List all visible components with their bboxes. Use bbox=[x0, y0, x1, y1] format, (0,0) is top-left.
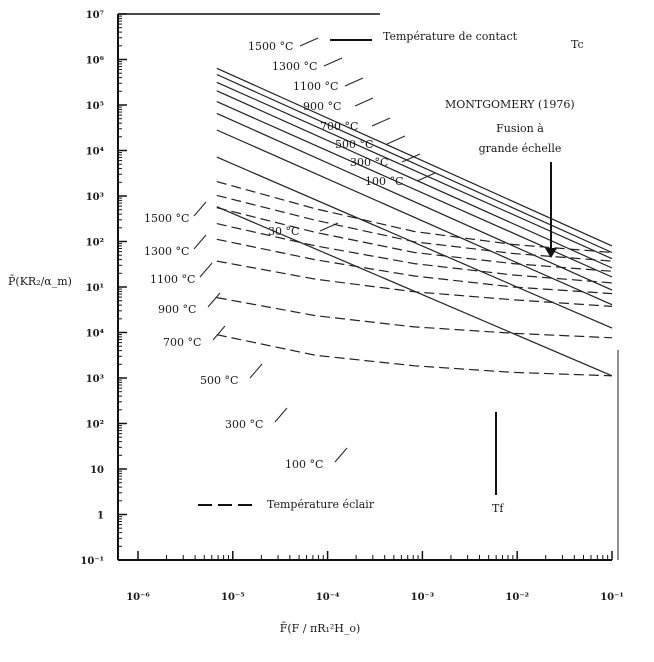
y-tick-label: 10⁴ bbox=[86, 329, 105, 340]
flash-label-leader bbox=[334, 447, 348, 463]
contact-curve-label: 500 °C bbox=[335, 138, 373, 151]
contact-curve bbox=[216, 90, 613, 269]
contact-curve-label: 100 °C bbox=[365, 175, 403, 188]
x-tick-label: 10⁻⁵ bbox=[221, 592, 245, 603]
y-tick-label: 10⁶ bbox=[86, 56, 105, 67]
contact-label-leader bbox=[386, 135, 406, 145]
contact-curve-label: 700 °C bbox=[320, 120, 358, 133]
y-tick-label: 10¹ bbox=[86, 283, 104, 294]
flash-label-leader bbox=[207, 292, 221, 308]
series-group bbox=[216, 67, 613, 377]
flash-curve-label: 900 °C bbox=[158, 303, 196, 316]
flash-label-leader bbox=[249, 363, 263, 379]
contact-label-leader bbox=[323, 57, 343, 67]
contact-label-leader bbox=[299, 37, 319, 47]
contact-curve-label: 300 °C bbox=[350, 156, 388, 169]
y-tick-label: 10⁷ bbox=[86, 10, 104, 21]
contact-label-leader bbox=[319, 222, 339, 232]
contact-label-leader bbox=[416, 172, 436, 182]
legend-flash-label: Température éclair bbox=[267, 498, 375, 511]
flash-curve-label: 500 °C bbox=[200, 374, 238, 387]
contact-label-leader bbox=[401, 153, 421, 163]
y-tick-label: 10⁵ bbox=[86, 101, 104, 112]
contact-curve-label: 1100 °C bbox=[293, 80, 338, 93]
x-tick-label: 10⁻¹ bbox=[600, 592, 624, 603]
contact-curve-label: 900 °C bbox=[303, 100, 341, 113]
x-tick-label: 10⁻⁶ bbox=[126, 592, 150, 603]
ticks-group: 10⁷ 10⁶ 10⁵ 10⁴ 10³ 10² 10¹ 10⁴ 10³ 10² 10 1 10⁻¹ 10⁻… bbox=[8, 10, 624, 635]
flash-curve bbox=[216, 297, 613, 339]
y-tick-label: 10² bbox=[86, 420, 104, 431]
contact-curve-label: 1500 °C bbox=[248, 40, 293, 53]
flash-curve-label: 1300 °C bbox=[144, 245, 189, 258]
flash-curve-label: 100 °C bbox=[285, 458, 323, 471]
contact-curve-label: 30 °C bbox=[268, 225, 299, 238]
y-tick-label: 10 bbox=[90, 465, 104, 476]
flash-curve bbox=[216, 194, 613, 262]
contact-label-leader bbox=[371, 117, 391, 127]
x-tick-label: 10⁻⁴ bbox=[316, 592, 340, 603]
y-tick-label: 1 bbox=[97, 511, 104, 522]
flash-curve-label: 1500 °C bbox=[144, 212, 189, 225]
y-tick-label: 10⁻¹ bbox=[80, 556, 104, 567]
flash-curve bbox=[216, 334, 613, 377]
flash-label-leader bbox=[199, 262, 213, 278]
x-tick-label: 10⁻³ bbox=[411, 592, 435, 603]
tc-marker: Tc bbox=[571, 38, 584, 51]
flash-curve bbox=[216, 238, 613, 295]
contact-curve bbox=[216, 73, 613, 254]
contact-curve bbox=[216, 129, 613, 306]
source-annotation: MONTGOMERY (1976) bbox=[445, 98, 575, 111]
annotations-group: Température de contact Tc Température écla… bbox=[198, 30, 584, 515]
contact-curve bbox=[216, 112, 613, 291]
flash-curve bbox=[216, 223, 613, 284]
flash-label-leader bbox=[274, 407, 288, 423]
contact-curve bbox=[216, 81, 613, 260]
flash-label-leader bbox=[193, 201, 207, 217]
region-annotation-line1: Fusion à bbox=[496, 122, 544, 135]
plot-frame-group bbox=[117, 13, 619, 561]
y-tick-label: 10² bbox=[86, 238, 104, 249]
flash-curve bbox=[216, 207, 613, 272]
legend-contact-label: Température de contact bbox=[383, 30, 518, 43]
tf-marker: Tf bbox=[492, 502, 504, 515]
region-arrow-head bbox=[545, 248, 557, 258]
curve-labels-group: 1500 °C 1300 °C 1100 °C 900 °C 700 °C 500 °C 3… bbox=[144, 37, 436, 471]
contact-curve bbox=[216, 67, 613, 247]
x-axis-title: F̄(F / πR₁²H_o) bbox=[280, 622, 361, 635]
x-tick-label: 10⁻² bbox=[505, 592, 529, 603]
y-tick-label: 10³ bbox=[86, 192, 104, 203]
contact-curve-label: 1300 °C bbox=[272, 60, 317, 73]
flash-label-leader bbox=[212, 325, 226, 341]
flash-curve-label: 700 °C bbox=[163, 336, 201, 349]
region-annotation-line2: grande échelle bbox=[479, 142, 562, 155]
flash-curve-label: 1100 °C bbox=[150, 273, 195, 286]
y-tick-label: 10⁴ bbox=[86, 147, 105, 158]
contact-label-leader bbox=[344, 77, 364, 87]
contact-label-leader bbox=[354, 97, 374, 107]
contact-curve bbox=[216, 156, 613, 329]
flash-curve bbox=[216, 181, 613, 254]
flash-label-leader bbox=[193, 234, 207, 250]
flash-curve-label: 300 °C bbox=[225, 418, 263, 431]
y-axis-title: P̄(KR₂/α_m) bbox=[8, 275, 72, 288]
y-tick-label: 10³ bbox=[86, 374, 104, 385]
flash-curve bbox=[216, 260, 613, 307]
